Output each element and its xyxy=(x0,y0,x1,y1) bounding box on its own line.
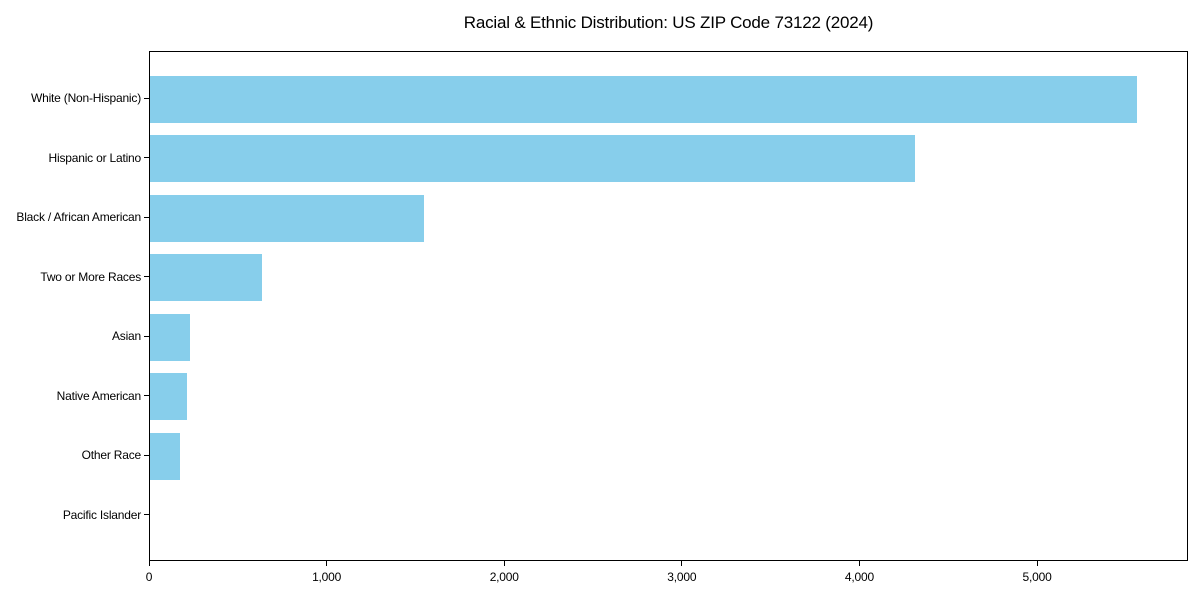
y-axis-tick xyxy=(144,276,149,278)
y-axis-tick xyxy=(144,335,149,337)
x-axis-tick xyxy=(148,561,150,566)
bar-two-or-more-races xyxy=(150,254,262,302)
y-tick-label-other-race: Other Race xyxy=(81,448,142,463)
y-tick-label-asian: Asian xyxy=(111,329,141,344)
bar-hispanic-or-latino xyxy=(150,135,916,183)
y-axis-tick xyxy=(144,157,149,159)
y-axis-tick xyxy=(144,216,149,218)
x-tick-label-5-000: 5,000 xyxy=(1022,570,1052,584)
x-tick-label-3-000: 3,000 xyxy=(667,570,697,584)
x-axis-tick xyxy=(326,561,328,566)
x-tick-label-2-000: 2,000 xyxy=(489,570,519,584)
y-tick-label-pacific-islander: Pacific Islander xyxy=(62,507,141,522)
y-tick-label-native-american: Native American xyxy=(56,388,142,403)
y-tick-label-two-or-more-races: Two or More Races xyxy=(40,269,141,284)
x-tick-label-1-000: 1,000 xyxy=(312,570,342,584)
x-axis-tick xyxy=(681,561,683,566)
y-axis-tick xyxy=(144,395,149,397)
bar-asian xyxy=(150,313,190,361)
y-axis-tick xyxy=(144,454,149,456)
y-tick-label-white-non-hispanic: White (Non-Hispanic) xyxy=(30,91,141,105)
x-axis-tick xyxy=(503,561,505,566)
y-axis-tick xyxy=(144,97,149,99)
y-tick-label-hispanic-or-latino: Hispanic or Latino xyxy=(48,150,142,165)
x-axis-tick xyxy=(858,561,860,566)
chart-title: Racial & Ethnic Distribution: US ZIP Cod… xyxy=(463,13,874,32)
x-tick-label-4-000: 4,000 xyxy=(844,570,874,584)
bar-other-race xyxy=(150,432,181,480)
bar-black-african-american xyxy=(150,194,425,242)
bar-native-american xyxy=(150,373,188,421)
y-tick-label-black-african-american: Black / African American xyxy=(16,210,141,225)
x-tick-label-0: 0 xyxy=(145,570,153,584)
x-axis-tick xyxy=(1036,561,1038,566)
bar-white-non-hispanic xyxy=(150,75,1138,123)
plot-area xyxy=(149,51,1188,561)
y-axis-tick xyxy=(144,514,149,516)
